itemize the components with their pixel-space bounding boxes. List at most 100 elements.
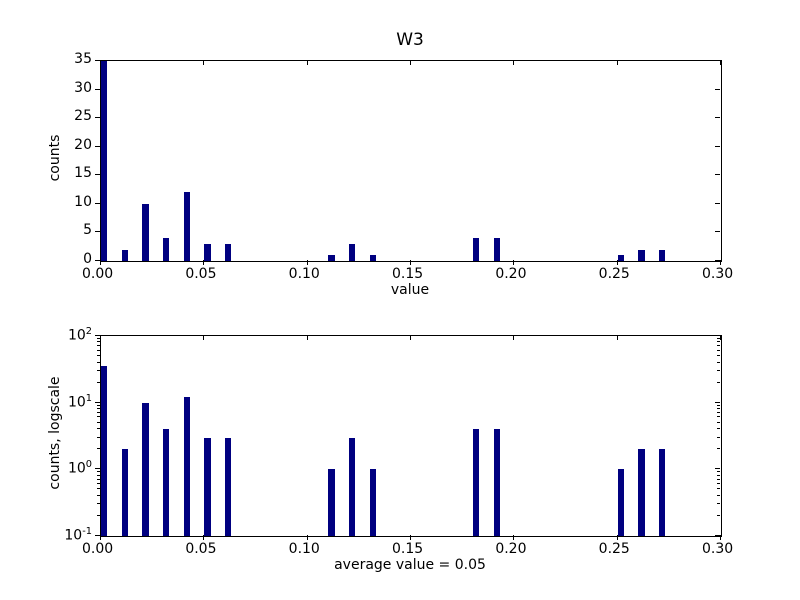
xtick-label: 0.20 xyxy=(495,541,526,557)
ytick-minor xyxy=(97,437,100,438)
ytick-minor xyxy=(717,422,720,423)
xtick-label: 0.15 xyxy=(392,541,423,557)
xtick xyxy=(720,335,721,340)
ytick xyxy=(95,60,100,61)
ytick xyxy=(715,89,720,90)
ytick xyxy=(95,146,100,147)
bottom-xlabel: average value = 0.05 xyxy=(100,557,720,573)
ytick-minor xyxy=(717,428,720,429)
ytick-minor xyxy=(717,483,720,484)
ytick-minor xyxy=(717,515,720,516)
xtick xyxy=(617,335,618,340)
histogram-bar xyxy=(225,438,231,536)
histogram-bar xyxy=(328,469,334,536)
xtick xyxy=(100,60,101,65)
ytick xyxy=(715,203,720,204)
histogram-bar xyxy=(659,449,665,536)
xtick xyxy=(307,260,308,265)
histogram-bar xyxy=(349,244,355,261)
ytick-minor xyxy=(717,341,720,342)
histogram-bar xyxy=(638,250,644,261)
ytick-minor xyxy=(717,448,720,449)
ytick-minor xyxy=(97,495,100,496)
ytick xyxy=(715,231,720,232)
histogram-bar xyxy=(204,438,210,536)
ytick-label: 35 xyxy=(74,51,92,67)
ytick-minor xyxy=(97,515,100,516)
xtick xyxy=(203,60,204,65)
ytick-minor xyxy=(97,408,100,409)
ytick-minor xyxy=(97,355,100,356)
ytick-minor xyxy=(97,412,100,413)
ytick-label: 100 xyxy=(68,459,92,477)
xtick xyxy=(203,535,204,540)
ytick xyxy=(715,468,720,469)
ytick xyxy=(95,468,100,469)
xtick-label: 0.20 xyxy=(495,266,526,282)
ytick-minor xyxy=(717,405,720,406)
histogram-bar xyxy=(122,250,128,261)
ytick-minor xyxy=(97,362,100,363)
figure: W3 counts value counts, logscale average… xyxy=(0,0,800,600)
histogram-bar xyxy=(122,449,128,536)
histogram-bar xyxy=(370,255,376,261)
ytick-minor xyxy=(97,488,100,489)
xtick xyxy=(513,60,514,65)
ytick-minor xyxy=(717,488,720,489)
histogram-bar xyxy=(659,250,665,261)
ytick xyxy=(715,117,720,118)
ytick-label: 10-1 xyxy=(64,526,92,544)
ytick xyxy=(95,260,100,261)
ytick-minor xyxy=(717,338,720,339)
xtick-label: 0.25 xyxy=(599,541,630,557)
ytick-minor xyxy=(717,408,720,409)
ytick-minor xyxy=(717,471,720,472)
ytick-minor xyxy=(717,362,720,363)
histogram-bar xyxy=(225,244,231,261)
histogram-bar xyxy=(163,238,169,261)
ytick xyxy=(95,335,100,336)
xtick xyxy=(720,60,721,65)
xtick xyxy=(617,260,618,265)
xtick xyxy=(410,260,411,265)
histogram-bar xyxy=(638,449,644,536)
xtick-label: 0.30 xyxy=(702,541,733,557)
ytick xyxy=(95,231,100,232)
histogram-bar xyxy=(163,429,169,536)
xtick xyxy=(720,260,721,265)
ytick-label: 101 xyxy=(68,393,92,411)
ytick-minor xyxy=(717,370,720,371)
ytick-minor xyxy=(97,422,100,423)
ytick xyxy=(95,174,100,175)
top-ylabel: counts xyxy=(47,118,63,198)
histogram-bar xyxy=(142,403,148,536)
histogram-bar xyxy=(618,469,624,536)
histogram-bar xyxy=(473,429,479,536)
ytick-minor xyxy=(97,448,100,449)
ytick-minor xyxy=(97,479,100,480)
xtick xyxy=(617,535,618,540)
ytick xyxy=(715,260,720,261)
ytick xyxy=(715,174,720,175)
ytick-minor xyxy=(97,345,100,346)
ytick xyxy=(715,60,720,61)
xtick xyxy=(307,535,308,540)
ytick-minor xyxy=(97,382,100,383)
xtick xyxy=(410,535,411,540)
ytick-label: 0 xyxy=(83,251,92,267)
top-histogram-plot xyxy=(100,60,722,262)
ytick-label: 10 xyxy=(74,194,92,210)
ytick-minor xyxy=(97,428,100,429)
ytick-minor xyxy=(97,471,100,472)
xtick-label: 0.30 xyxy=(702,266,733,282)
histogram-bar xyxy=(494,238,500,261)
histogram-bar xyxy=(494,429,500,536)
ytick xyxy=(715,535,720,536)
xtick xyxy=(513,260,514,265)
xtick-label: 0.05 xyxy=(185,266,216,282)
xtick xyxy=(203,335,204,340)
histogram-bar xyxy=(473,238,479,261)
ytick xyxy=(95,117,100,118)
bottom-ylabel: counts, logscale xyxy=(47,353,63,513)
xtick-label: 0.10 xyxy=(289,541,320,557)
